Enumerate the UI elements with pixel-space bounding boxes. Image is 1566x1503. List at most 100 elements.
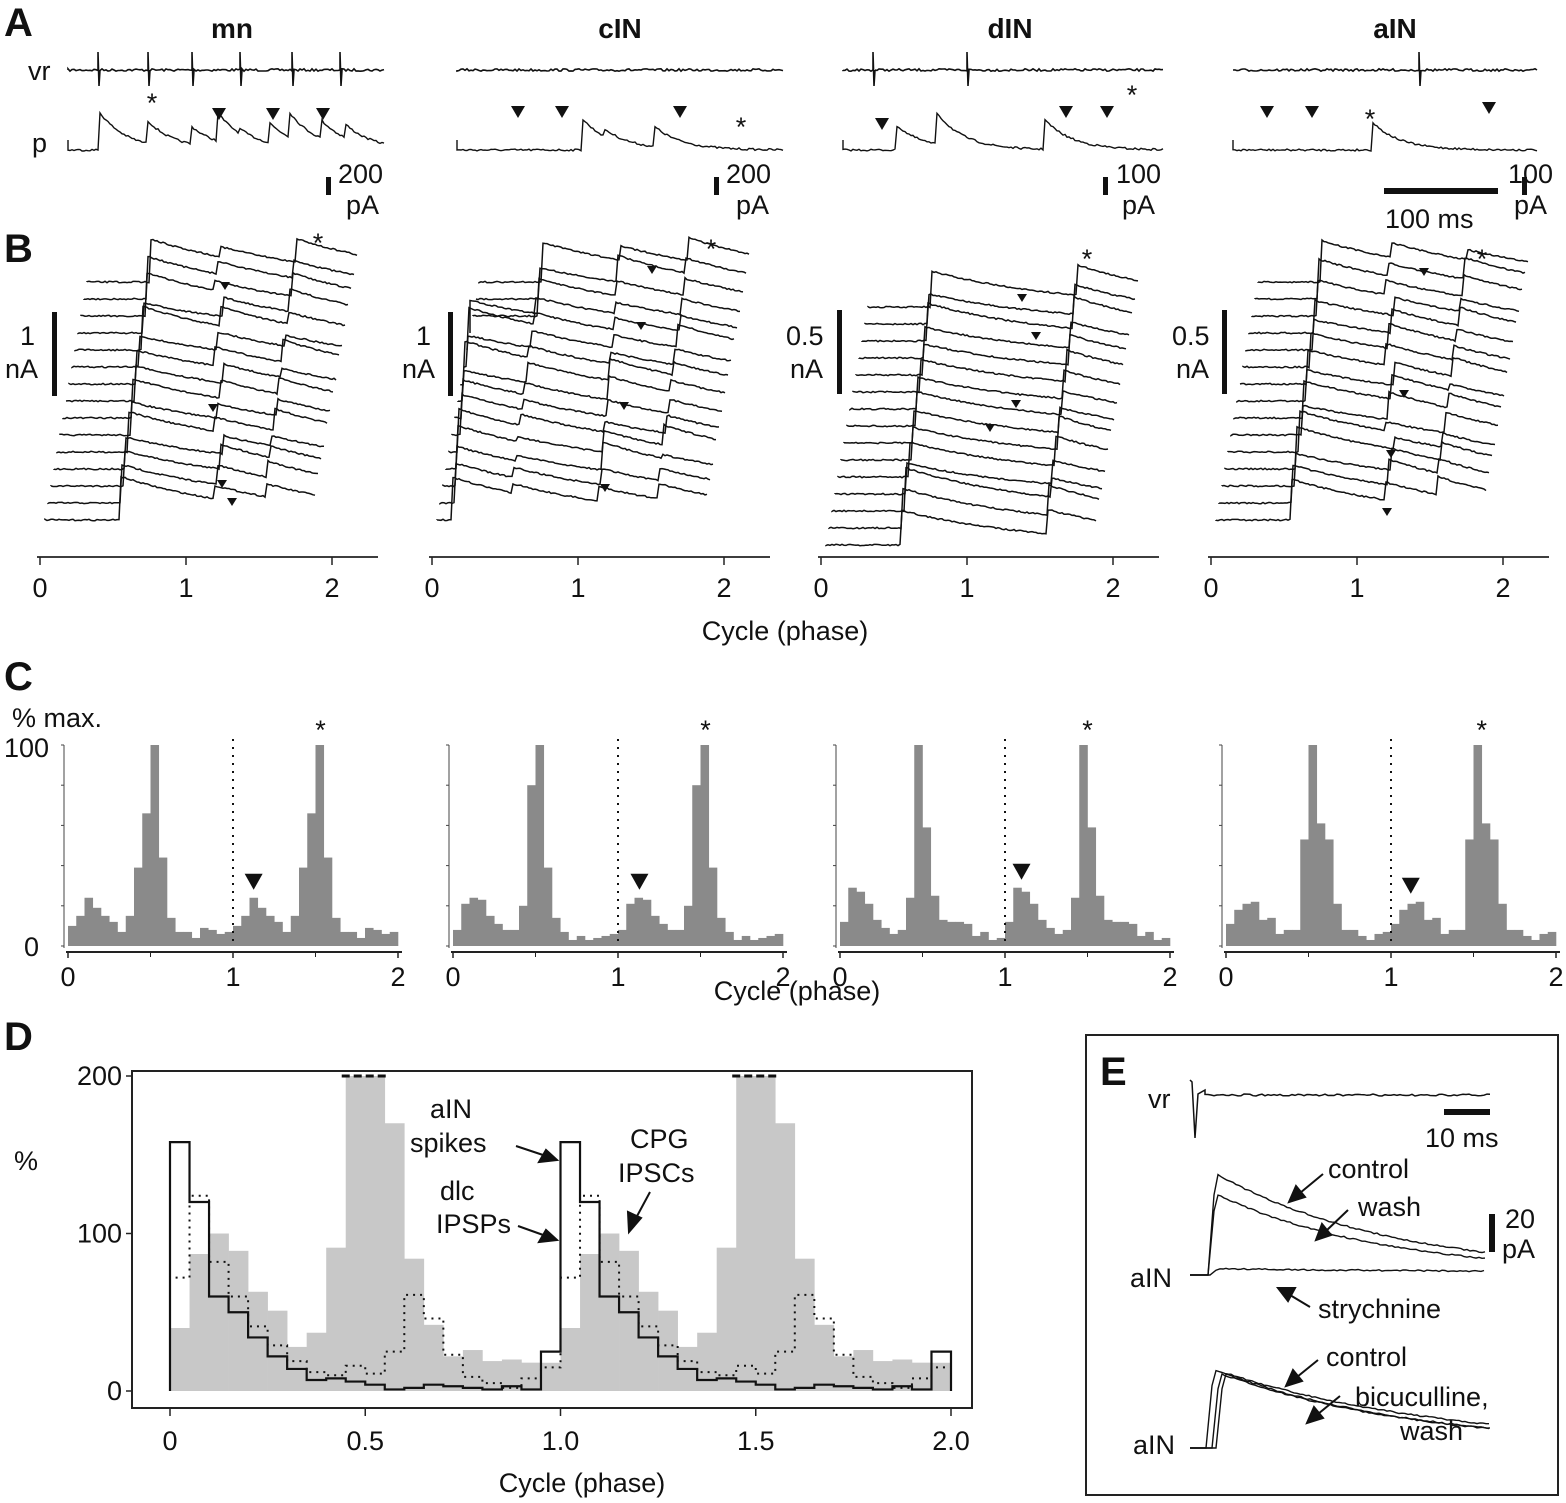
current-sweep <box>463 323 735 369</box>
b-scale-value-mn: 1 <box>20 321 35 351</box>
annot-dlc-2: IPSPs <box>436 1209 511 1239</box>
histogram-bar <box>576 935 586 946</box>
cpg-ipsc-bar <box>306 1332 327 1391</box>
current-sweep <box>1239 342 1511 386</box>
annotation-arrows <box>515 1145 651 1244</box>
histogram-bar <box>906 897 915 946</box>
current-sweep <box>1215 474 1487 522</box>
histogram-bar <box>1128 923 1138 946</box>
histogram-bar <box>365 927 374 946</box>
current-sweep <box>77 288 349 335</box>
scale-value-cin: 200 <box>726 159 771 189</box>
ain-spikes-step-line <box>168 1141 953 1391</box>
cpg-ipsc-bar <box>170 1328 190 1391</box>
y-tick-label: 0 <box>107 1376 122 1406</box>
histogram-bar <box>299 867 308 946</box>
e-vr-label: vr <box>1148 1084 1171 1114</box>
histogram-bar <box>224 931 234 946</box>
sweep-stack-mn <box>44 237 358 522</box>
histogram-bar <box>241 915 250 946</box>
histogram-bar <box>840 921 849 946</box>
e-arrowhead-wash-top <box>1314 1222 1333 1242</box>
dlc-ipsps-step-line <box>169 1194 952 1391</box>
e-top-wash-label: wash <box>1357 1192 1421 1222</box>
histogram-bar <box>1514 929 1524 946</box>
trace-control-top <box>1190 1173 1486 1276</box>
cpg-ipsc-bar <box>384 1123 405 1391</box>
histogram-bar <box>864 903 874 946</box>
histogram-bar <box>101 915 110 946</box>
histogram-bar <box>191 937 201 946</box>
scale-value-din: 100 <box>1116 159 1161 189</box>
x-tick-label: 0.5 <box>346 1426 384 1456</box>
e-top-cell-label: aIN <box>1130 1263 1172 1293</box>
panel-letter-d: D <box>4 1015 33 1059</box>
histogram-bar <box>510 929 520 946</box>
p-current-trace <box>456 118 784 152</box>
asterisk-marker: * <box>1477 244 1488 274</box>
b-scale-unit-ain: nA <box>1176 354 1209 384</box>
current-sweep <box>47 458 319 505</box>
histogram-bar <box>1021 891 1031 946</box>
current-sweep <box>1251 273 1523 318</box>
histogram-ain: * 0 1 2 <box>1218 715 1563 992</box>
cpg-ipsc-bar <box>248 1291 268 1391</box>
row-label-p: p <box>32 128 47 158</box>
arrowhead-marker <box>1017 294 1027 302</box>
row-label-vr: vr <box>28 56 51 86</box>
asterisk-marker: * <box>315 715 326 745</box>
scale-bar-din <box>1103 177 1108 195</box>
histogram-bar <box>469 897 479 946</box>
histogram-bar <box>1399 909 1408 946</box>
panel-d: D % 0 100 200 0 0.5 1.0 1.5 2.0 Cycle (phase) a… <box>4 1015 973 1498</box>
arrowhead-marker <box>600 484 610 492</box>
current-sweep <box>53 433 325 471</box>
scale-bar-cin <box>714 177 719 195</box>
scale-value-mn: 200 <box>338 159 383 189</box>
histogram-bar <box>568 939 578 946</box>
panel-c-charts: * 0 1 2 * 0 1 2 * 0 1 2 * 0 1 2 <box>60 715 1563 992</box>
b-scale-bar-mn <box>52 312 57 396</box>
histogram-bar <box>1316 823 1326 946</box>
x-tick-label: 0 <box>1203 573 1218 603</box>
histogram-bar <box>700 745 710 946</box>
ain-spikes-exceed-fill <box>540 1351 561 1363</box>
current-sweep <box>478 235 750 284</box>
current-sweep <box>858 321 1130 360</box>
cpg-ipsc-bar <box>872 1361 893 1391</box>
arrowhead-marker <box>619 402 629 410</box>
asterisk-marker: * <box>736 112 747 142</box>
arrowhead-dlc-ipsps <box>537 1228 560 1244</box>
histogram-bar <box>1481 823 1491 946</box>
histogram-bar <box>150 745 160 946</box>
current-sweep <box>439 462 711 505</box>
asterisk-marker: * <box>1082 244 1093 274</box>
current-sweep <box>864 283 1136 326</box>
histogram-bar <box>1465 839 1474 946</box>
histogram-mn: * 0 1 2 <box>60 715 405 992</box>
cpg-ipsc-bar <box>775 1123 796 1391</box>
histogram-bar <box>1531 939 1540 946</box>
current-sweep <box>852 348 1124 394</box>
panel-d-xlabel: Cycle (phase) <box>499 1468 666 1498</box>
current-sweep <box>1254 257 1526 301</box>
cpg-ipsc-bar <box>365 1076 386 1391</box>
histogram-bar <box>486 915 495 946</box>
e-top-control-label: control <box>1328 1154 1409 1184</box>
b-scale-unit-mn: nA <box>5 354 38 384</box>
histogram-bar <box>1038 919 1047 946</box>
histogram-bar <box>609 933 619 946</box>
histogram-bar <box>1457 929 1466 946</box>
histogram-bar <box>1448 929 1458 946</box>
arrowhead-marker <box>1012 863 1031 880</box>
histogram-bar <box>889 933 899 946</box>
b-scale-bar-ain <box>1222 310 1227 394</box>
histogram-bar <box>1473 745 1483 946</box>
histogram-bar <box>560 931 569 946</box>
cpg-ipsc-bar <box>619 1250 639 1391</box>
current-sweep <box>436 476 708 522</box>
current-sweep <box>56 407 328 454</box>
cpg-ipsc-bar <box>794 1258 815 1391</box>
asterisk-marker: * <box>1082 715 1093 745</box>
b-scale-bar-din <box>837 310 842 394</box>
